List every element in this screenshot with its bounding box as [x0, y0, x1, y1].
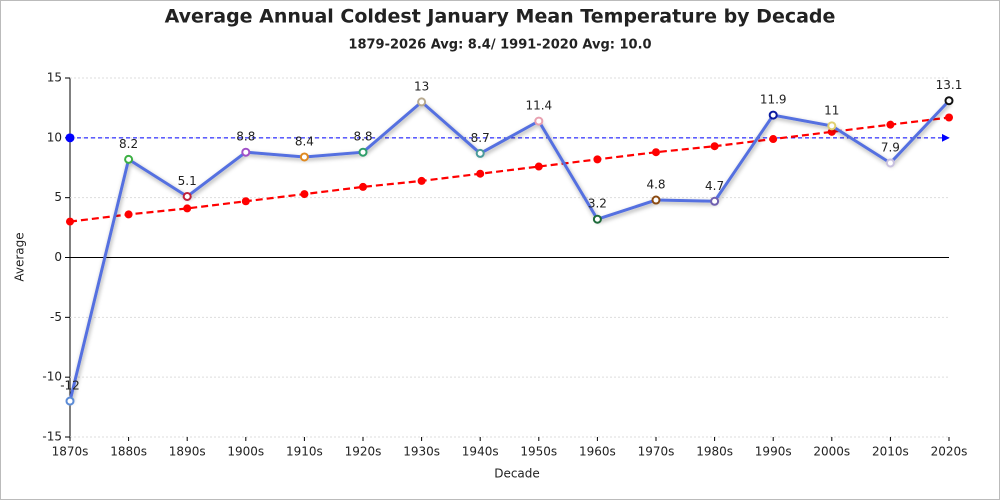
- data-label: 8.8: [236, 130, 255, 144]
- data-label: 3.2: [588, 197, 607, 211]
- x-tick-label: 1940s: [462, 445, 499, 459]
- point: [475, 148, 485, 158]
- y-tick-label: -15: [42, 430, 62, 444]
- y-axis-label: Average: [13, 232, 27, 281]
- data-label: 8.7: [471, 131, 490, 145]
- chart-subtitle: 1879-2026 Avg: 8.4/ 1991-2020 Avg: 10.0: [348, 38, 651, 53]
- x-tick-label: 1960s: [579, 445, 616, 459]
- x-tick-label: 1990s: [755, 445, 792, 459]
- trend-point: [593, 155, 602, 164]
- x-tick-label: 1930s: [403, 445, 440, 459]
- x-tick-label: 1880s: [110, 445, 147, 459]
- reference-dot: [65, 133, 75, 143]
- trend-point: [66, 217, 74, 226]
- y-tick-label: 15: [47, 71, 62, 85]
- data-label: -12: [60, 379, 80, 393]
- trend-point: [652, 148, 660, 157]
- trend-point: [183, 204, 192, 213]
- point: [241, 147, 251, 157]
- x-axis-label: Decade: [494, 467, 540, 481]
- point: [358, 147, 368, 157]
- y-tick-label: 0: [54, 250, 62, 264]
- data-label: 5.1: [178, 174, 197, 188]
- data-label: 13.1: [936, 78, 963, 92]
- trend-point: [417, 176, 426, 185]
- data-label: 11.4: [525, 99, 552, 113]
- point: [534, 116, 544, 126]
- point: [592, 214, 602, 224]
- trend-point: [241, 197, 250, 206]
- trend-point: [476, 169, 485, 178]
- data-label: 8.2: [119, 137, 138, 151]
- x-tick-label: 1900s: [227, 445, 264, 459]
- trend-point: [300, 190, 309, 199]
- trend-point: [945, 113, 953, 122]
- data-label: 7.9: [881, 140, 900, 154]
- data-label: 11.9: [760, 93, 787, 107]
- point: [182, 191, 192, 201]
- trend-point: [710, 142, 719, 151]
- x-tick-label: 1890s: [169, 445, 206, 459]
- point: [827, 121, 837, 131]
- x-tick-label: 1870s: [52, 445, 89, 459]
- x-tick-label: 1920s: [345, 445, 382, 459]
- data-label: 4.7: [705, 179, 724, 193]
- trend-point: [769, 135, 778, 144]
- x-tick-label: 2020s: [931, 445, 968, 459]
- point: [651, 195, 661, 205]
- x-tick-label: 1910s: [286, 445, 323, 459]
- x-tick-label: 2000s: [813, 445, 850, 459]
- point: [710, 196, 720, 206]
- y-tick-label: -10: [42, 370, 62, 384]
- point: [885, 158, 895, 168]
- x-tick-label: 2010s: [872, 445, 909, 459]
- data-label: 8.4: [295, 134, 314, 148]
- point: [417, 97, 427, 107]
- data-label: 8.8: [353, 130, 372, 144]
- data-label: 4.8: [646, 178, 665, 192]
- trend-point: [534, 162, 543, 171]
- point: [124, 154, 134, 164]
- point: [299, 152, 309, 162]
- y-tick-label: 5: [54, 190, 62, 204]
- data-label: 13: [414, 79, 429, 93]
- trend-line: [69, 116, 950, 223]
- y-tick-label: -5: [50, 310, 62, 324]
- data-label: 11: [824, 103, 839, 117]
- y-tick-label: 10: [47, 130, 62, 144]
- x-tick-label: 1950s: [520, 445, 557, 459]
- point: [65, 396, 75, 406]
- trend-point: [359, 182, 367, 191]
- x-tick-label: 1980s: [696, 445, 733, 459]
- data-line: [68, 99, 951, 402]
- point: [944, 96, 954, 106]
- point: [768, 110, 778, 120]
- trend-point: [886, 120, 895, 129]
- x-tick-label: 1970s: [638, 445, 675, 459]
- chart-title: Average Annual Coldest January Mean Temp…: [165, 6, 836, 28]
- trend-point: [124, 210, 133, 219]
